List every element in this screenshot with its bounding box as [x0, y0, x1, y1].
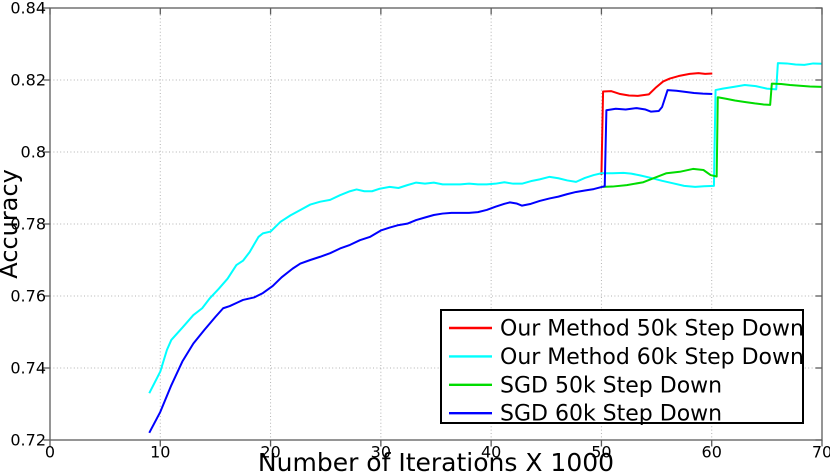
legend-label-our-method-60k-step-down: Our Method 60k Step Down: [500, 345, 804, 370]
x-tick-label: 60: [702, 443, 722, 462]
x-tick-label: 50: [591, 443, 611, 462]
x-tick-label: 40: [481, 443, 501, 462]
y-axis-label: Accuracy: [0, 169, 23, 279]
series-layer: [148, 62, 823, 434]
series-line-our-method-60k-step-down: [148, 62, 823, 394]
y-tick-label: 0.72: [10, 431, 46, 450]
legend-label-sgd-50k-step-down: SGD 50k Step Down: [500, 373, 722, 398]
x-tick-label: 70: [812, 443, 830, 462]
x-tick-label: 0: [45, 443, 55, 462]
x-tick-label: 10: [150, 443, 170, 462]
x-axis-label: Number of Iterations X 1000: [258, 448, 614, 476]
y-tick-label: 0.82: [10, 71, 46, 90]
x-tick-label: 30: [371, 443, 391, 462]
legend-box: [440, 309, 804, 424]
y-tick-label: 0.8: [21, 143, 46, 162]
y-tick-label: 0.74: [10, 359, 46, 378]
series-line-our-method-50k-step-down: [600, 72, 713, 176]
legend: Our Method 50k Step Down Our Method 60k S…: [440, 309, 804, 427]
y-tick-label: 0.76: [10, 287, 46, 306]
tick-layer: [43, 7, 823, 447]
y-tick-label: 0.84: [10, 0, 46, 18]
legend-label-sgd-60k-step-down: SGD 60k Step Down: [500, 402, 722, 427]
series-line-sgd-60k-step-down: [148, 89, 713, 434]
series-line-sgd-50k-step-down: [602, 82, 823, 188]
legend-label-our-method-50k-step-down: Our Method 50k Step Down: [500, 317, 804, 342]
tick-label-layer: 0 10 20 30 40 50 60 70 0.72 0.74 0.76 0.78 0.8 0.82 0.…: [10, 0, 830, 462]
y-tick-label: 0.78: [10, 215, 46, 234]
x-tick-label: 20: [260, 443, 280, 462]
